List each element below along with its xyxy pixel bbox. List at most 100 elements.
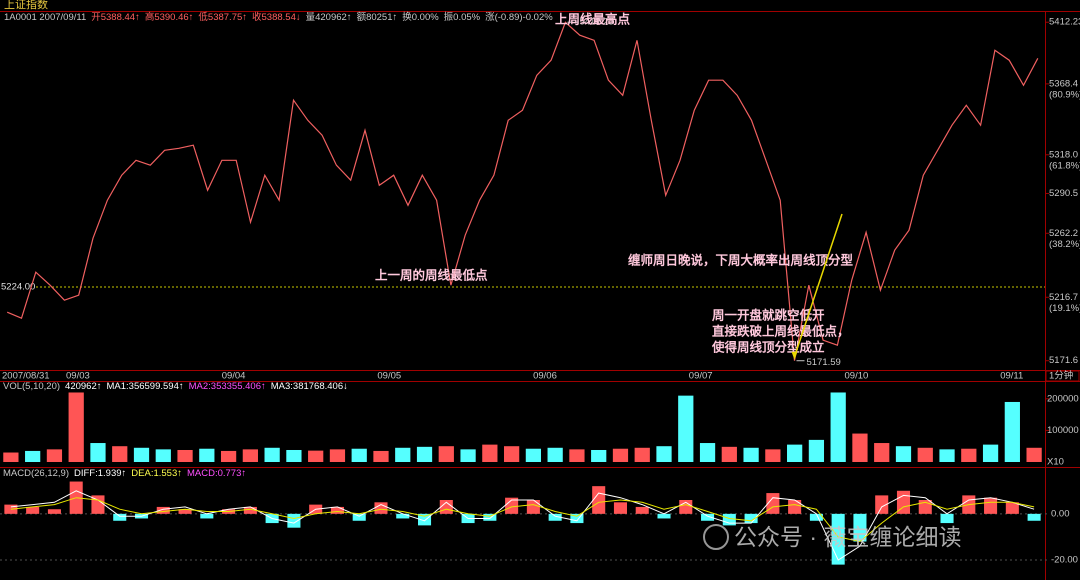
volume-bar	[90, 443, 106, 462]
volume-bar	[242, 449, 258, 462]
macd-bar	[200, 513, 214, 519]
period-label: 1分钟	[1049, 370, 1073, 382]
macd-bar	[788, 500, 802, 514]
volume-bar	[46, 449, 63, 462]
macd-bar	[613, 502, 627, 514]
volume-bar	[416, 446, 433, 462]
macd-bar	[418, 513, 432, 526]
low-label: 5171.59	[806, 357, 840, 368]
x-tick-label: 09/04	[222, 371, 246, 382]
volume-bar	[721, 446, 737, 462]
volume-bar	[133, 447, 150, 462]
header-item: 涨(-0.89)-0.02%	[485, 12, 553, 23]
volume-bar	[634, 447, 650, 462]
macd-line	[10, 490, 1035, 561]
volume-bar	[852, 433, 868, 462]
fib-label: (80.9%)	[1049, 89, 1080, 100]
macd-bar	[657, 513, 671, 519]
y-tick-label: 5216.7	[1049, 292, 1078, 303]
macd-bar	[113, 513, 127, 521]
volume-bar	[699, 443, 716, 462]
x-tick-label: 09/07	[689, 371, 713, 382]
volume-bar	[961, 448, 977, 462]
volume-bar	[155, 449, 171, 462]
macd-bar	[853, 513, 867, 542]
volume-bar	[199, 448, 215, 462]
reference-label-box	[0, 281, 36, 293]
header-item: MACD(26,12,9)	[3, 468, 69, 479]
macd-bar	[940, 513, 954, 524]
y-tick-label: 0.00	[1051, 508, 1070, 519]
fib-label: (38.2%)	[1049, 239, 1080, 250]
y-tick-label: 200000	[1047, 393, 1079, 404]
macd-bar	[483, 513, 497, 521]
high-label: 5412.23	[579, 17, 613, 28]
macd-bar	[592, 486, 606, 514]
annotation: 缠师周日晚说，下周大概率出周线顶分型	[628, 252, 854, 267]
macd-bar	[701, 513, 715, 521]
header-row: MACD(26,12,9) DIFF:1.939↑ DEA:1.553↑ MACD:0…	[3, 468, 246, 479]
x-tick-label: 09/03	[66, 371, 90, 382]
header-item: MA3:381768.406↓	[271, 381, 348, 392]
volume-bar	[547, 447, 563, 462]
volume-bar	[895, 446, 912, 462]
header-item: 高5390.46↑	[145, 11, 194, 23]
header-item: 额80251↑	[357, 11, 398, 23]
volume-bar	[373, 450, 389, 462]
macd-bar	[178, 509, 192, 514]
macd-bar	[374, 502, 388, 514]
volume-bar	[1004, 401, 1020, 462]
x-tick-label: 09/05	[377, 371, 401, 382]
x-tick-label: 2007/08/31	[2, 371, 50, 382]
macd-bar	[4, 504, 18, 514]
y-tick-label: 5262.2	[1049, 228, 1078, 239]
macd-bar	[679, 500, 693, 514]
x-tick-label: 09/11	[1000, 371, 1023, 382]
macd-line	[10, 497, 1035, 543]
header-item: 420962↑	[65, 381, 101, 392]
volume-bar	[112, 446, 128, 462]
annotation: 上周线最高点	[555, 11, 631, 26]
price-line	[6, 21, 1039, 361]
volume-bar	[787, 444, 803, 462]
macd-bar	[26, 506, 40, 514]
volume-bar	[765, 449, 781, 462]
volume-bar	[482, 444, 498, 462]
volume-bar	[460, 449, 476, 462]
header-item: DEA:1.553↑	[131, 468, 182, 479]
macd-bar	[526, 500, 540, 514]
watermark-icon	[703, 524, 729, 550]
arrow-shaft	[793, 213, 843, 357]
x-tick-label: 09/06	[533, 371, 557, 382]
header-item: 量420962↑	[306, 12, 352, 23]
chart-title: 上证指数	[4, 0, 48, 11]
macd-bar	[243, 506, 257, 514]
y-tick-label: 100000	[1047, 425, 1079, 436]
volume-bar	[982, 444, 999, 462]
annotation: 使得周线顶分型成立	[711, 339, 825, 354]
y-tick-label: 5171.6	[1049, 355, 1078, 366]
volume-bar	[569, 449, 585, 462]
macd-bar	[570, 513, 584, 524]
y-tick-label: 5412.23	[1049, 17, 1080, 28]
fib-label: (19.1%)	[1049, 303, 1080, 314]
volume-bar	[351, 448, 367, 462]
volume-bar	[503, 446, 520, 462]
macd-bar	[47, 509, 61, 514]
volume-bar	[438, 446, 454, 462]
macd-bar	[548, 513, 562, 521]
annotation: 直接跌破上周线最低点，	[712, 323, 850, 338]
volume-bar	[678, 395, 694, 462]
arrow-head	[791, 351, 798, 360]
y-tick-label: 5318.0	[1049, 149, 1078, 160]
annotation: 周一开盘就跳空低开	[712, 307, 825, 322]
volume-bar	[3, 452, 19, 462]
volume-bar	[743, 447, 759, 462]
y-tick-label: 5368.4	[1049, 78, 1078, 89]
macd-bar	[505, 497, 519, 514]
macd-bar	[984, 497, 998, 514]
header-item: 开5388.44↑	[91, 12, 140, 23]
macd-bar	[1005, 502, 1019, 514]
header-item: 振0.05%	[444, 11, 481, 23]
